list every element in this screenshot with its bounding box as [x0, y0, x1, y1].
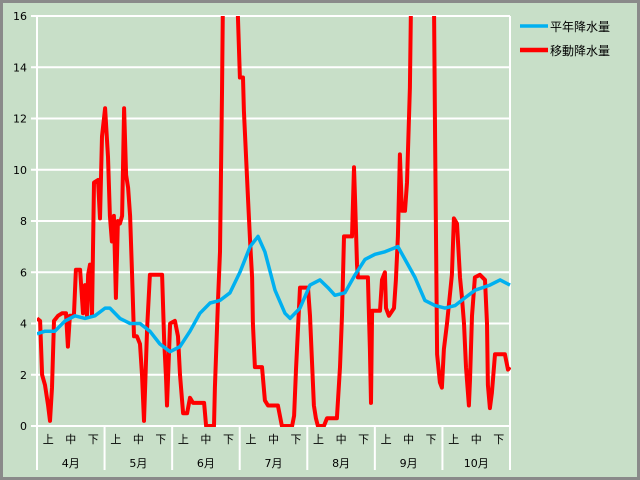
period-label: 中 [200, 433, 211, 446]
month-label: 5月 [129, 457, 147, 470]
period-label: 上 [245, 433, 256, 446]
month-label: 9月 [400, 457, 418, 470]
y-tick-label: 14 [13, 61, 27, 74]
y-tick-label: 4 [20, 318, 27, 331]
period-label: 上 [43, 433, 54, 446]
period-label: 上 [381, 433, 392, 446]
y-tick-label: 6 [20, 266, 27, 279]
period-label: 下 [223, 433, 234, 446]
y-tick-label: 16 [13, 10, 27, 23]
gridlines [31, 15, 511, 427]
period-label: 中 [471, 433, 482, 446]
series-line-moving [37, 16, 511, 427]
month-label: 7月 [265, 457, 283, 470]
x-axis: 上中下4月上中下5月上中下6月上中下7月上中下8月上中下9月上中下10月 [36, 426, 511, 470]
legend-label: 平年降水量 [550, 20, 610, 34]
period-label: 下 [358, 433, 369, 446]
period-label: 中 [403, 433, 414, 446]
month-label: 10月 [464, 457, 489, 470]
period-label: 上 [448, 433, 459, 446]
month-label: 6月 [197, 457, 215, 470]
y-axis-ticks: 0 2 4 6 8 10 12 14 16 [13, 10, 27, 433]
period-label: 中 [268, 433, 279, 446]
period-label: 中 [336, 433, 347, 446]
y-tick-label: 8 [20, 215, 27, 228]
month-label: 4月 [62, 457, 80, 470]
series-lines [37, 16, 511, 427]
period-label: 下 [291, 433, 302, 446]
period-label: 上 [110, 433, 121, 446]
period-label: 下 [426, 433, 437, 446]
period-label: 下 [155, 433, 166, 446]
month-label: 8月 [332, 457, 350, 470]
period-label: 上 [313, 433, 324, 446]
y-tick-label: 2 [20, 369, 27, 382]
y-tick-label: 0 [20, 420, 27, 433]
period-label: 下 [493, 433, 504, 446]
period-label: 中 [133, 433, 144, 446]
series-line-normal [37, 234, 511, 354]
period-label: 中 [65, 433, 76, 446]
period-label: 下 [88, 433, 99, 446]
y-tick-label: 12 [13, 113, 27, 126]
period-label: 上 [178, 433, 189, 446]
legend-label: 移動降水量 [550, 44, 610, 58]
y-tick-label: 10 [13, 164, 27, 177]
